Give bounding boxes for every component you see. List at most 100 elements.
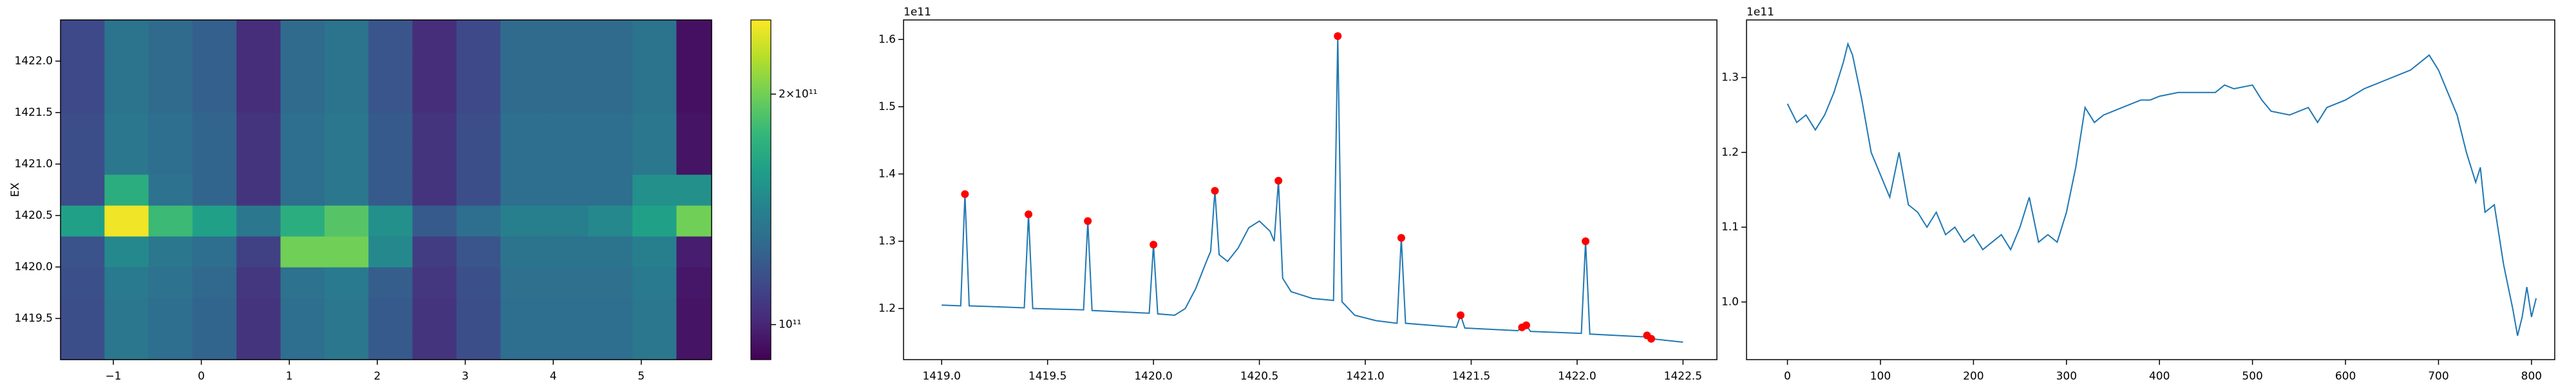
heatmap-cell: [61, 267, 105, 299]
heatmap-cell: [192, 51, 237, 82]
heatmap-cell: [280, 20, 325, 51]
heatmap-cell: [148, 174, 193, 206]
heatmap-cell: [632, 174, 677, 206]
heatmap-cell: [192, 298, 237, 329]
heatmap-cell: [412, 236, 457, 268]
heatmap-cell: [236, 174, 281, 206]
heatmap-cell: [236, 236, 281, 268]
heatmap-cell: [676, 329, 712, 360]
heatmap-cell: [104, 205, 149, 237]
heatmap-cell: [676, 298, 712, 329]
heatmap-cell: [324, 267, 369, 299]
heatmap-cell: [544, 82, 589, 113]
heatmap-cell: [61, 236, 105, 268]
heatmap-cell: [368, 174, 413, 206]
colorbar-tick-label: 10¹¹: [779, 318, 801, 331]
heatmap-cell: [61, 205, 105, 237]
heatmap-cell: [456, 20, 501, 51]
heatmap-cell: [412, 51, 457, 82]
heatmap-cell: [61, 174, 105, 206]
heatmap-cell: [632, 51, 677, 82]
heatmap-cell: [148, 236, 193, 268]
heatmap-cell: [324, 20, 369, 51]
x-tick-label: 5: [638, 370, 645, 383]
heatmap-cell: [368, 113, 413, 144]
heatmap-cell: [500, 113, 545, 144]
y-tick-label: 1421.0: [15, 158, 53, 170]
heatmap-cell: [280, 267, 325, 299]
x-tick-label: 200: [1963, 370, 1984, 383]
heatmap-cell: [61, 113, 105, 144]
heatmap-cell: [676, 174, 712, 206]
heatmap-cell: [544, 205, 589, 237]
heatmap-cell: [192, 236, 237, 268]
x-tick-label: 700: [2428, 370, 2448, 383]
heatmap-cell: [456, 236, 501, 268]
y-tick-label: 1.4: [878, 167, 896, 180]
heatmap-cell: [324, 113, 369, 144]
heatmap-cell: [456, 174, 501, 206]
heatmap-cell: [632, 267, 677, 299]
x-tick-label: 1420.0: [1134, 370, 1172, 383]
heatmap-cell: [280, 174, 325, 206]
heatmap-cell: [280, 329, 325, 360]
axes-frame: [903, 19, 1718, 360]
data-line: [942, 36, 1683, 343]
y-tick-label: 1.2: [1721, 146, 1739, 159]
heatmap-cell: [192, 267, 237, 299]
heatmap-cell: [588, 143, 633, 175]
heatmap-cell: [192, 20, 237, 51]
heatmap-cell: [104, 113, 149, 144]
heatmap-cell: [500, 267, 545, 299]
heatmap-cell: [236, 267, 281, 299]
heatmap-cell: [368, 20, 413, 51]
heatmap-cell: [544, 236, 589, 268]
x-tick-label: 800: [2521, 370, 2542, 383]
heatmap-cell: [588, 298, 633, 329]
heatmap-cell: [500, 174, 545, 206]
heatmap-cell: [236, 205, 281, 237]
heatmap-cell: [368, 143, 413, 175]
heatmap-cell: [148, 205, 193, 237]
peak-marker: [1084, 217, 1092, 225]
x-tick-label: 500: [2242, 370, 2262, 383]
heatmap-cell: [412, 298, 457, 329]
heatmap-cell: [192, 174, 237, 206]
heatmap-cell: [456, 267, 501, 299]
heatmap-cell: [588, 329, 633, 360]
heatmap-cell: [500, 298, 545, 329]
x-tick-label: 1421.0: [1346, 370, 1384, 383]
heatmap-cell: [632, 82, 677, 113]
heatmap-cell: [236, 143, 281, 175]
heatmap-cell: [412, 267, 457, 299]
heatmap-cell: [368, 329, 413, 360]
heatmap-cell: [500, 143, 545, 175]
peak-marker: [1150, 241, 1158, 249]
heatmap-cell: [104, 298, 149, 329]
peak-marker: [1397, 234, 1405, 242]
heatmap-cell: [61, 143, 105, 175]
heatmap-cell: [280, 113, 325, 144]
x-tick-label: 400: [2149, 370, 2170, 383]
x-tick-label: 3: [462, 370, 469, 383]
heatmap-cell: [500, 236, 545, 268]
peak-marker: [1274, 176, 1283, 185]
heatmap-cell: [412, 329, 457, 360]
heatmap-cell: [676, 82, 712, 113]
heatmap-cell: [236, 113, 281, 144]
x-tick-label: 1420.5: [1240, 370, 1278, 383]
heatmap-cell: [544, 113, 589, 144]
heatmap-cell: [544, 298, 589, 329]
peak-marker: [1647, 335, 1656, 343]
heatmap-cell: [61, 329, 105, 360]
heatmap-cell: [588, 113, 633, 144]
x-tick-label: 1422.0: [1558, 370, 1596, 383]
heatmap-cell: [280, 236, 325, 268]
x-tick-label: 600: [2335, 370, 2356, 383]
y-tick-label: 1.3: [1721, 71, 1739, 84]
heatmap-cell: [456, 329, 501, 360]
peak-marker: [1211, 187, 1219, 195]
heatmap-cell: [236, 51, 281, 82]
